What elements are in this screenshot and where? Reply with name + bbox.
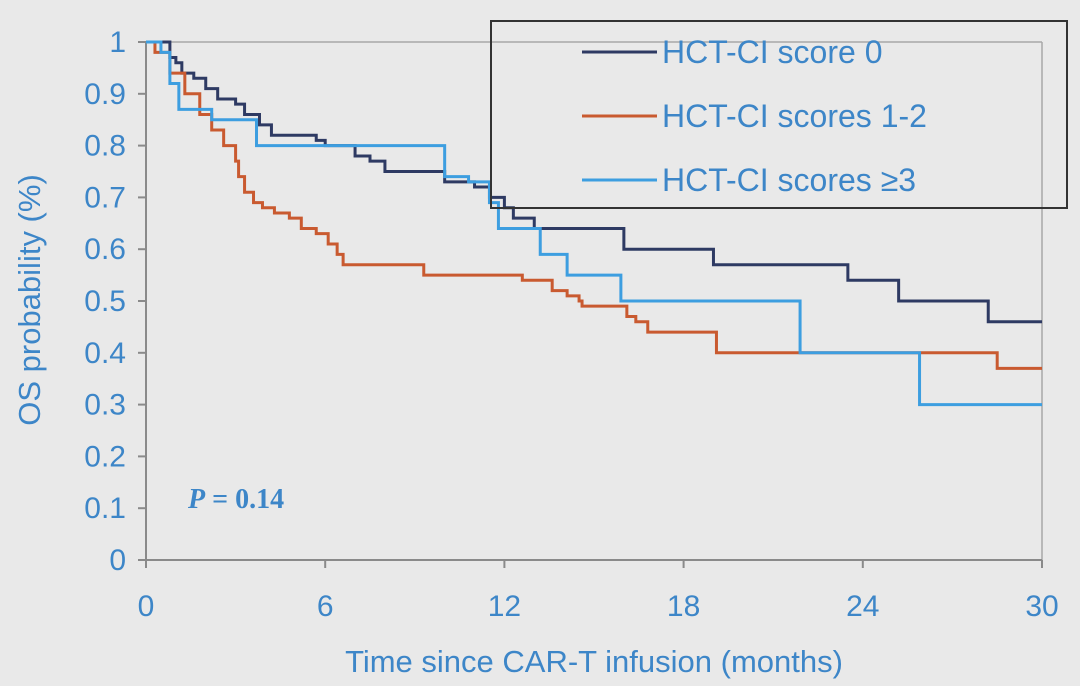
y-axis-ticks: 0 0.1 0.2 0.3 0.4 0.5 0.6 0.7 0.8 0.9 1 xyxy=(84,26,146,577)
x-tick-label: 18 xyxy=(667,590,700,623)
legend-label-score-0: HCT-CI score 0 xyxy=(662,34,882,70)
series-hct-ci-scores-3plus xyxy=(146,40,1042,407)
x-tick-label: 6 xyxy=(317,590,334,623)
y-tick-label: 0.5 xyxy=(84,285,126,318)
y-tick-label: 0.4 xyxy=(84,337,126,370)
series-hct-ci-scores-1-2 xyxy=(146,40,1042,370)
y-tick-label: 0.6 xyxy=(84,233,126,266)
y-tick-label: 0.3 xyxy=(84,389,126,422)
legend-label-scores-1-2: HCT-CI scores 1-2 xyxy=(662,98,927,134)
p-value-text: = 0.14 xyxy=(212,484,284,515)
x-tick-label: 30 xyxy=(1025,590,1058,623)
p-value-symbol: P xyxy=(187,484,206,515)
x-tick-label: 12 xyxy=(488,590,521,623)
y-tick-label: 0.7 xyxy=(84,181,126,214)
y-tick-label: 0.1 xyxy=(84,492,126,525)
legend-box xyxy=(490,20,1068,209)
y-axis-title: OS probability (%) xyxy=(12,174,47,426)
legend: HCT-CI score 0 HCT-CI scores 1-2 HCT-CI … xyxy=(490,20,1068,209)
plot-frame xyxy=(146,41,1043,560)
p-value-annotation: P = 0.14 xyxy=(187,484,284,515)
y-tick-label: 1 xyxy=(109,26,126,59)
series-hct-ci-score-0 xyxy=(146,40,1042,324)
legend-label-scores-3plus: HCT-CI scores ≥3 xyxy=(662,162,916,198)
series-layer xyxy=(146,40,1042,407)
y-tick-label: 0.9 xyxy=(84,78,126,111)
x-axis-title: Time since CAR-T infusion (months) xyxy=(345,644,843,679)
y-tick-label: 0.2 xyxy=(84,440,126,473)
x-tick-label: 24 xyxy=(846,590,879,623)
x-tick-label: 0 xyxy=(138,590,155,623)
y-tick-label: 0 xyxy=(109,544,126,577)
x-axis-ticks: 0 6 12 18 24 30 xyxy=(138,560,1059,623)
y-tick-label: 0.8 xyxy=(84,130,126,163)
